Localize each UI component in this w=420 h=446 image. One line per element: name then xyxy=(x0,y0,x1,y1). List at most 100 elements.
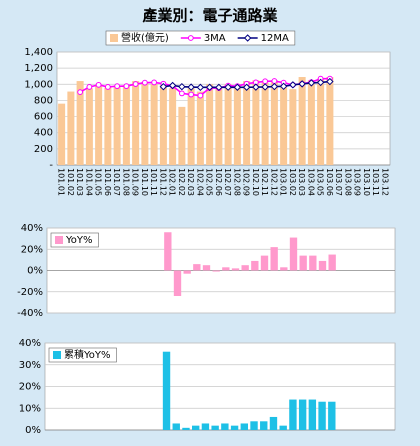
bar xyxy=(289,89,297,165)
x-tick-label: 101.08 xyxy=(121,168,130,196)
marker xyxy=(178,82,186,91)
bar xyxy=(280,85,288,165)
x-tick-label: 102.01 xyxy=(168,168,177,196)
bar xyxy=(243,81,251,165)
bar xyxy=(298,399,307,430)
bar xyxy=(279,425,287,430)
x-tick-label: 102.06 xyxy=(214,168,223,196)
marker xyxy=(316,78,325,87)
bar xyxy=(221,423,229,430)
x-tick-label: 101.03 xyxy=(75,168,84,196)
y-tick-label: 0% xyxy=(25,425,41,436)
x-tick-label: 103.07 xyxy=(334,168,343,196)
bar xyxy=(326,77,334,165)
marker xyxy=(279,82,288,91)
legend-swatch xyxy=(53,351,61,359)
y-tick-label: 1,200 xyxy=(24,63,53,74)
bar xyxy=(159,85,167,165)
y-tick-label: 40% xyxy=(19,338,41,349)
marker xyxy=(215,83,223,92)
plot-area xyxy=(56,51,391,166)
marker xyxy=(168,81,177,90)
legend-swatch xyxy=(110,34,118,42)
bar xyxy=(224,84,232,165)
bar xyxy=(132,81,140,165)
x-tick-label: 102.09 xyxy=(242,168,251,196)
bar xyxy=(251,260,259,271)
x-tick-label: 102.11 xyxy=(260,168,269,196)
x-tick-label: 103.01 xyxy=(279,168,288,196)
bar xyxy=(173,270,182,296)
x-tick-label: 103.04 xyxy=(306,168,315,196)
marker xyxy=(141,79,148,86)
marker xyxy=(289,81,297,89)
bar xyxy=(196,91,204,165)
y-tick-label: 1,000 xyxy=(24,79,53,90)
x-tick-label: 101.11 xyxy=(149,168,158,196)
x-tick-label: 103.05 xyxy=(316,168,325,196)
bar xyxy=(299,255,307,271)
y-tick-label: 0% xyxy=(27,266,43,277)
bar xyxy=(212,270,220,272)
bar xyxy=(309,255,317,271)
y-tick-label: 30% xyxy=(19,360,41,371)
y-tick-label: 400 xyxy=(34,128,53,139)
bar xyxy=(289,237,298,271)
bar xyxy=(260,255,269,271)
bar xyxy=(298,77,306,165)
y-tick-label: 1,400 xyxy=(24,47,53,58)
bar xyxy=(162,351,171,430)
x-tick-label: 102.07 xyxy=(223,168,232,196)
y-tick-label: -40% xyxy=(17,308,43,319)
x-tick-label: 102.03 xyxy=(186,168,195,196)
marker xyxy=(132,81,139,87)
bar xyxy=(215,88,223,165)
bar xyxy=(172,423,180,430)
bar xyxy=(169,88,177,165)
bar xyxy=(141,81,149,165)
x-tick-label: 101.07 xyxy=(112,168,121,196)
x-tick-label: 101.04 xyxy=(84,168,93,196)
legend-label: 12MA xyxy=(261,33,289,44)
marker xyxy=(326,77,334,86)
bar xyxy=(164,232,172,271)
bar xyxy=(222,267,230,271)
y-tick-label: 200 xyxy=(34,144,53,155)
bar xyxy=(202,265,211,271)
y-tick-label: - xyxy=(49,160,53,171)
marker xyxy=(188,91,195,98)
y-tick-label: 20% xyxy=(21,244,43,255)
x-tick-label: 101.01 xyxy=(57,168,66,196)
bar xyxy=(318,260,327,271)
x-tick-label: 102.08 xyxy=(232,168,241,196)
bar xyxy=(307,80,315,165)
bar xyxy=(318,401,326,430)
x-tick-label: 101.12 xyxy=(158,168,167,196)
marker xyxy=(178,90,185,97)
bar xyxy=(201,423,210,430)
marker xyxy=(77,89,84,96)
x-tick-label: 101.05 xyxy=(94,168,103,196)
bar xyxy=(113,85,121,165)
bar xyxy=(280,267,288,271)
bar xyxy=(231,268,240,271)
y-tick-label: 40% xyxy=(21,223,43,234)
marker xyxy=(205,83,214,91)
marker xyxy=(233,83,242,91)
x-tick-label: 103.06 xyxy=(325,168,334,196)
marker xyxy=(104,84,111,90)
bar xyxy=(67,91,75,165)
bar xyxy=(328,401,336,430)
bar xyxy=(289,399,297,430)
x-tick-label: 103.11 xyxy=(371,168,380,196)
bar xyxy=(104,87,112,165)
bar xyxy=(328,254,336,271)
marker xyxy=(261,83,269,91)
bar xyxy=(269,416,278,430)
bar xyxy=(193,264,201,271)
x-tick-label: 103.09 xyxy=(353,168,362,196)
y-tick-label: 10% xyxy=(19,403,41,414)
bar xyxy=(230,425,239,430)
marker xyxy=(123,83,130,90)
